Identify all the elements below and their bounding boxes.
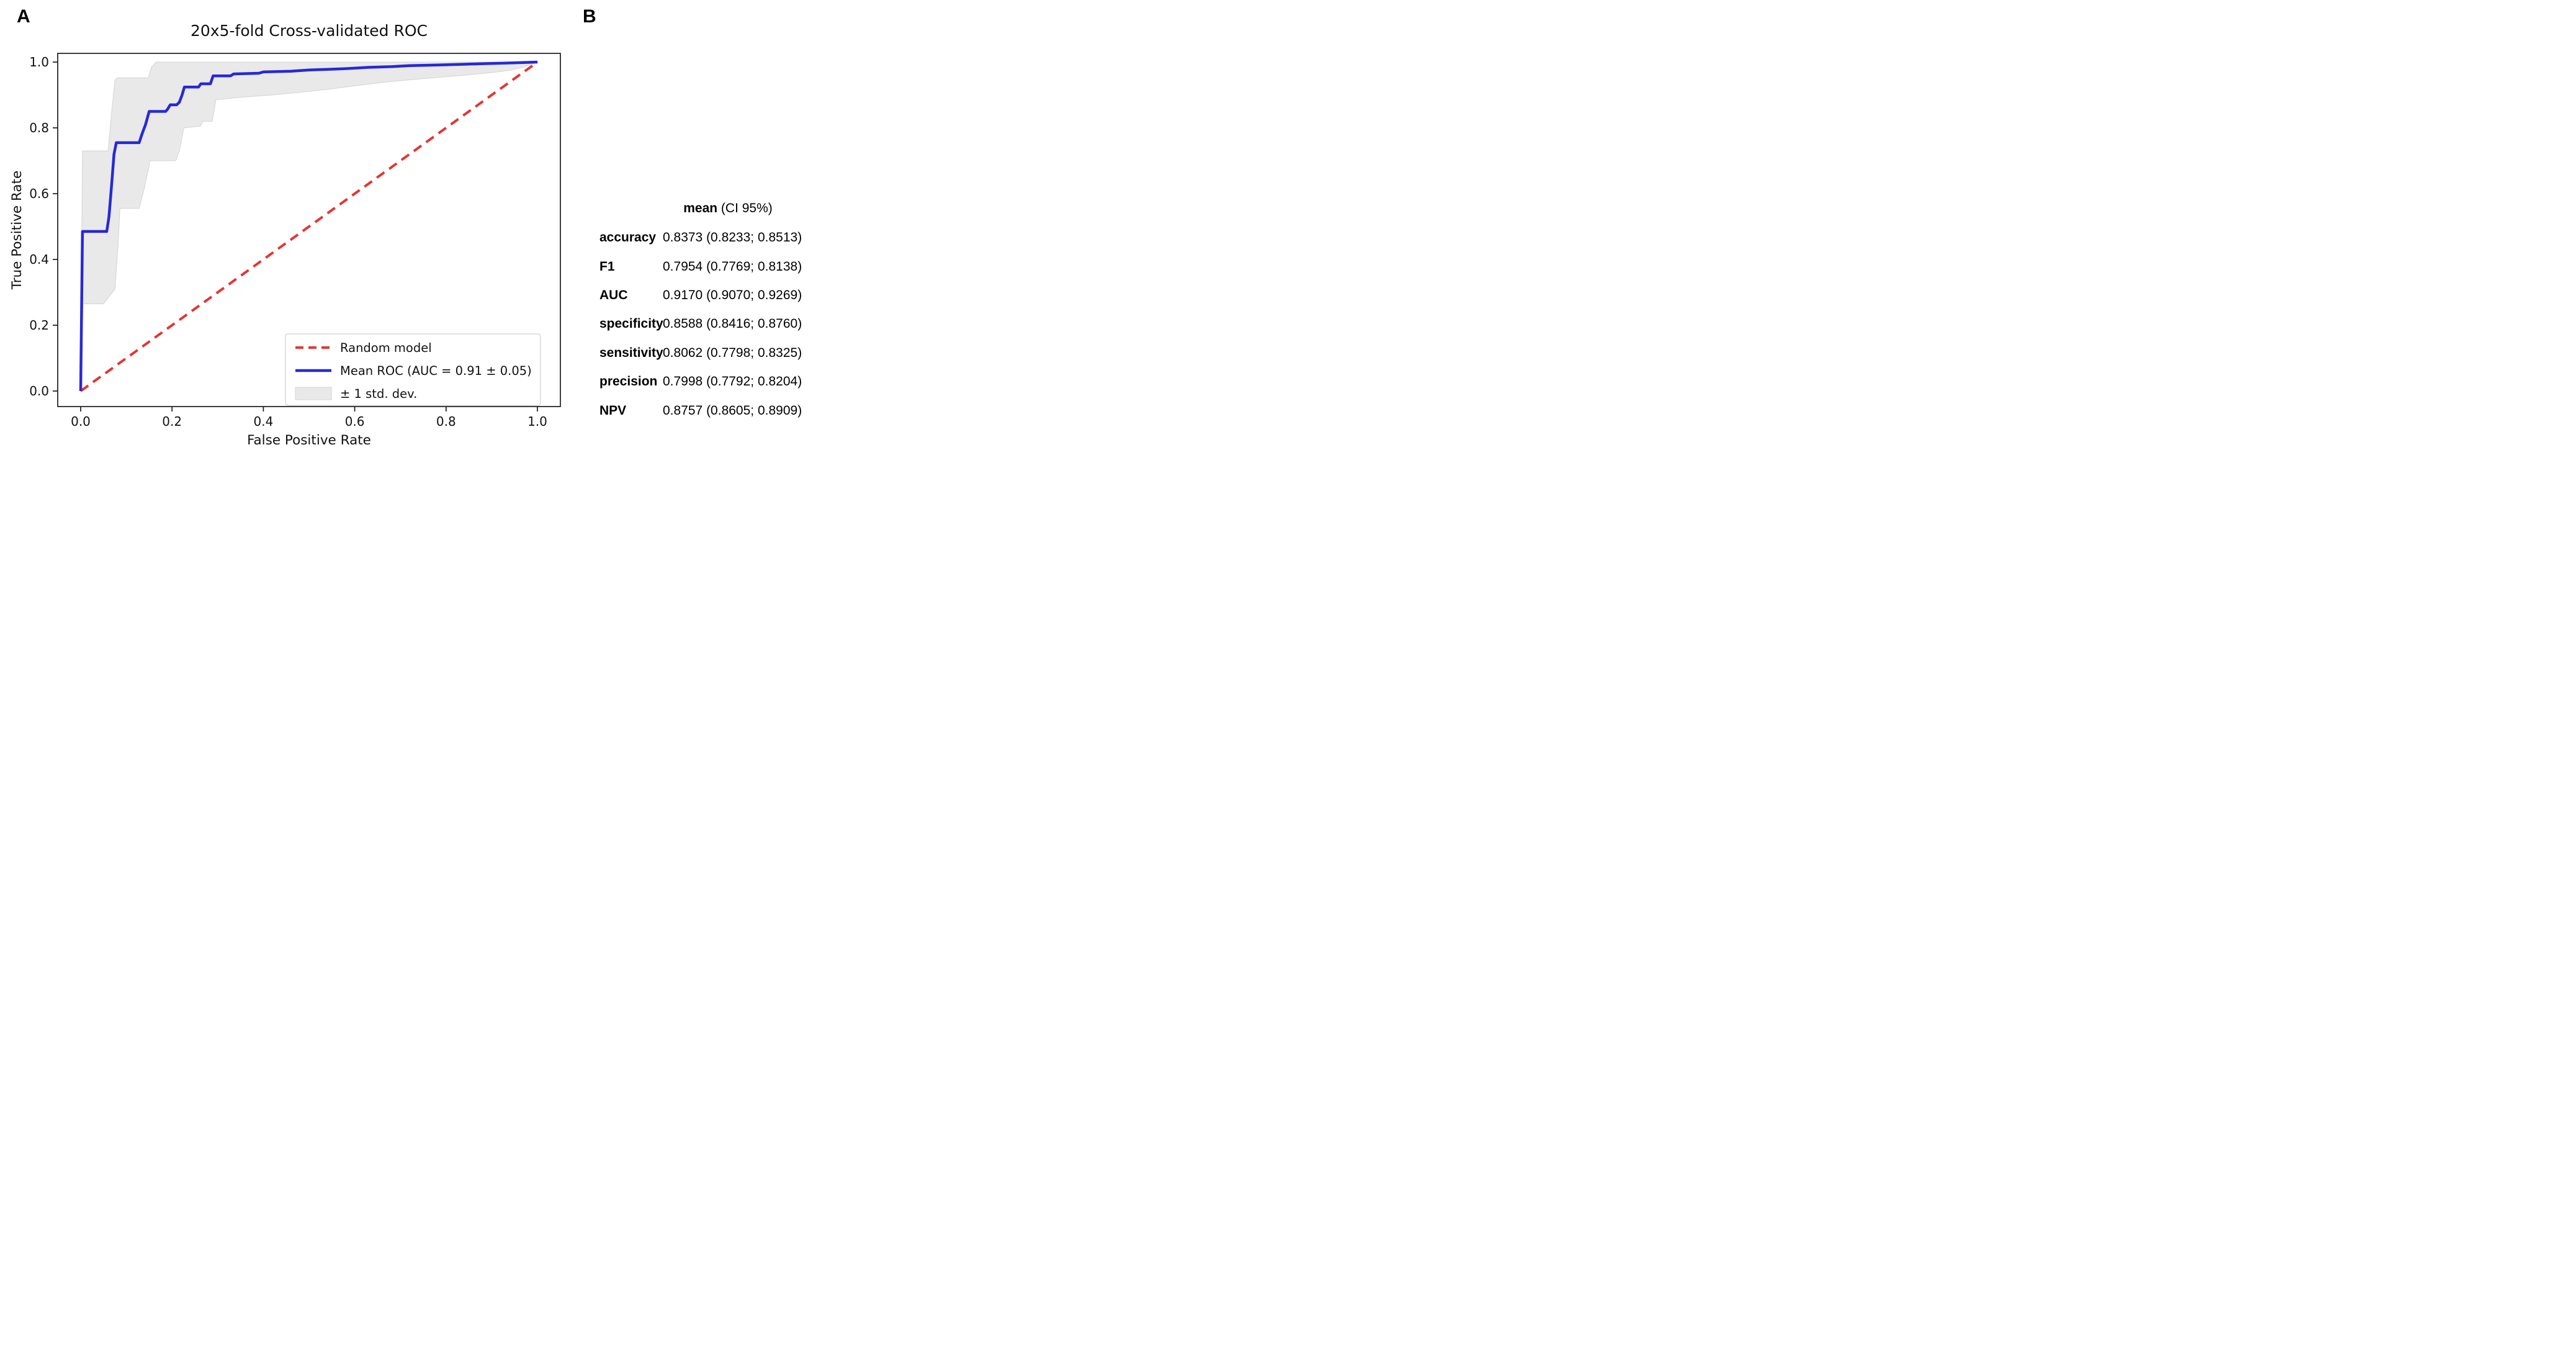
metric-label: precision [599,374,658,389]
metric-label: sensitivity [599,345,663,360]
metrics-table: mean (CI 95%) accuracy 0.8373 (0.8233; 0.… [599,194,802,425]
metric-label: F1 [599,259,615,274]
legend-label: Mean ROC (AUC = 0.91 ± 0.05) [340,364,532,378]
metrics-header-rest: (CI 95%) [717,201,773,215]
chart-title: 20x5-fold Cross-validated ROC [191,22,428,40]
metric-value: 0.8588 (0.8416; 0.8760) [663,317,802,331]
metric-row: accuracy 0.8373 (0.8233; 0.8513) [599,223,802,252]
metric-label: specificity [599,317,663,331]
panel-a-label: A [17,6,30,27]
metric-row: precision 0.7998 (0.7792; 0.8204) [599,367,802,396]
metric-value: 0.7954 (0.7769; 0.8138) [663,259,802,274]
metric-row: F1 0.7954 (0.7769; 0.8138) [599,252,802,281]
y-tick-label: 0.6 [29,186,49,201]
legend-band-swatch [295,387,332,400]
panel-b-label: B [583,6,596,27]
metric-value: 0.8373 (0.8233; 0.8513) [663,230,802,245]
metrics-rows: accuracy 0.8373 (0.8233; 0.8513) F1 0.7954 … [599,223,802,425]
metric-value: 0.9170 (0.9070; 0.9269) [663,287,802,302]
y-tick-label: 0.2 [29,318,49,333]
x-tick-label: 0.2 [162,414,182,429]
metric-label: NPV [599,403,627,418]
metric-row: sensitivity 0.8062 (0.7798; 0.8325) [599,339,802,367]
y-tick-label: 0.4 [29,252,49,267]
metric-value: 0.8757 (0.8605; 0.8909) [663,403,802,418]
y-tick-label: 0.8 [29,120,49,135]
metric-row: AUC 0.9170 (0.9070; 0.9269) [599,281,802,310]
std-dev-band [80,61,538,392]
figure-panel: A B 20x5-fold Cross-validated ROC 0.0 0.2 0… [0,0,869,461]
legend-label: ± 1 std. dev. [340,387,417,401]
x-axis-label: False Positive Rate [247,433,371,448]
metric-value: 0.7998 (0.7792; 0.8204) [663,374,802,389]
x-tick-label: 0.4 [253,414,273,429]
metric-label: accuracy [599,230,657,245]
y-axis-label: True Positive Rate [9,171,25,290]
roc-chart: 20x5-fold Cross-validated ROC 0.0 0.2 0.4 0.… [9,22,561,448]
metrics-header-bold: mean [683,201,718,215]
y-tick-label: 1.0 [29,55,49,70]
mean-roc-line [79,60,538,392]
legend-label: Random model [340,341,432,355]
metric-label: AUC [599,287,628,302]
metric-row: specificity 0.8588 (0.8416; 0.8760) [599,310,802,338]
metric-row: NPV 0.8757 (0.8605; 0.8909) [599,396,802,425]
random-model-line [79,61,539,392]
metric-value: 0.8062 (0.7798; 0.8325) [663,345,802,360]
metrics-header-label: mean (CI 95%) [663,201,793,216]
axes-box [57,53,561,407]
x-tick-label: 1.0 [527,414,547,429]
metrics-header: mean (CI 95%) [599,194,793,223]
y-tick-label: 0.0 [29,384,49,398]
x-tick-label: 0.0 [71,414,91,429]
legend-box [285,333,541,406]
x-tick-label: 0.6 [345,414,365,429]
x-tick-label: 0.8 [436,414,456,429]
